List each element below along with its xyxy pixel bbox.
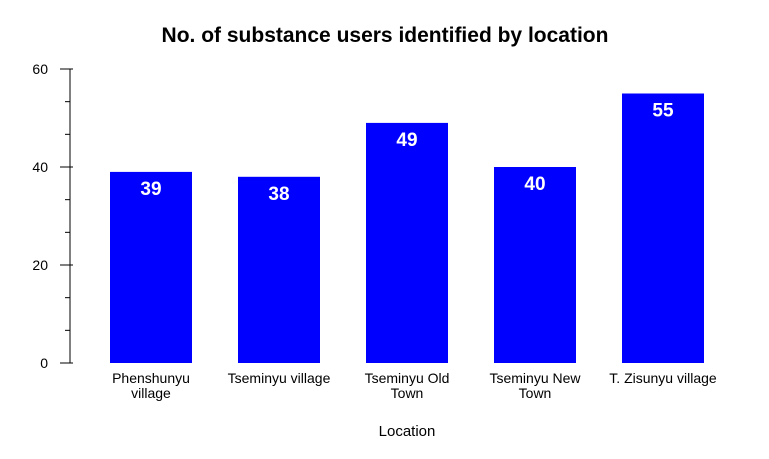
x-tick-label-line: T. Zisunyu village xyxy=(609,370,717,386)
x-tick-label-line: Tseminyu New xyxy=(489,370,581,386)
x-tick-label: Tseminyu Old Town xyxy=(365,370,450,401)
y-tick-label: 20 xyxy=(32,257,48,273)
x-tick-label-line: Tseminyu village xyxy=(228,370,331,386)
bar-value-label: 40 xyxy=(524,174,545,195)
bar-value-label: 38 xyxy=(268,184,289,205)
bars-group: 39 38 49 40 55 xyxy=(110,93,704,364)
bar xyxy=(366,122,448,364)
bar xyxy=(622,93,704,363)
y-tick-label: 0 xyxy=(40,355,48,371)
x-axis-title: Location xyxy=(379,423,436,440)
bar xyxy=(110,171,192,363)
chart-title: No. of substance users identified by loc… xyxy=(162,24,609,47)
y-axis: 0 20 40 60 xyxy=(32,61,73,371)
y-tick-label: 40 xyxy=(32,159,48,175)
x-tick-label: Phenshunyu village xyxy=(112,370,190,401)
x-tick-label-line: Town xyxy=(519,385,552,401)
x-tick-label-line: village xyxy=(131,385,171,401)
x-tick-label: Tseminyu New Town xyxy=(489,370,581,401)
x-tick-label-line: Phenshunyu xyxy=(112,370,190,386)
x-tick-label: Tseminyu village xyxy=(228,370,331,386)
x-tick-label-line: Town xyxy=(391,385,424,401)
bar xyxy=(494,167,576,363)
bar-value-label: 39 xyxy=(140,179,161,200)
x-tick-label: T. Zisunyu village xyxy=(609,370,717,386)
bar-value-label: 55 xyxy=(652,101,674,122)
y-tick-label: 60 xyxy=(32,61,48,77)
bar xyxy=(238,176,320,363)
x-tick-label-line: Tseminyu Old xyxy=(365,370,450,386)
bar-value-label: 49 xyxy=(396,130,417,151)
x-axis-labels: Phenshunyu village Tseminyu village Tseminy… xyxy=(112,370,717,401)
